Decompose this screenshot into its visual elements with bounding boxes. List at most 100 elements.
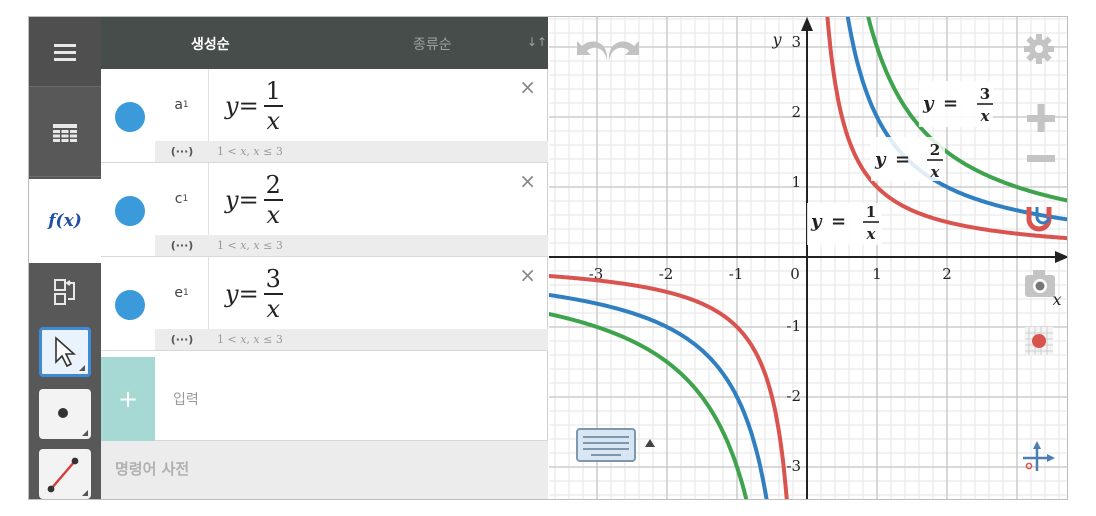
tool-menu-indicator (82, 430, 88, 436)
input-placeholder[interactable]: 입력 (173, 392, 199, 408)
condition-row: (···) 1 < 𝑥, 𝑥 ≤ 3 (155, 141, 548, 162)
curve-1-over-x-branch-2[interactable] (825, 17, 1068, 241)
svg-text:y: y (810, 211, 823, 232)
fraction: 1 x (263, 79, 284, 133)
axes (549, 17, 1067, 499)
point-tool[interactable] (39, 389, 91, 439)
visibility-toggle[interactable] (115, 102, 145, 132)
minor-grid (549, 17, 1067, 499)
tick-labels: -3 -2 -1 0 1 2 3 2 1 -1 -2 -3 x y (589, 30, 1062, 475)
fx-icon: f(x) (48, 211, 82, 231)
condition-text: 1 < 𝑥, 𝑥 ≤ 3 (217, 145, 283, 158)
zoom-in-icon[interactable] (1027, 104, 1055, 132)
sort-by-creation-tab[interactable]: 생성순 (191, 37, 230, 53)
command-dictionary-bar[interactable]: 명령어 사전 (101, 441, 548, 499)
panel-header: 생성순 종류순 ↓↑ (101, 17, 548, 69)
condition-row: (···) 1 < 𝑥, 𝑥 ≤ 3 (155, 329, 548, 350)
curve-3-over-x-branch-1[interactable] (542, 311, 751, 500)
delete-icon[interactable]: × (519, 263, 536, 287)
svg-text:=: = (831, 211, 846, 232)
tool-menu-indicator (79, 365, 85, 371)
x-tick-label: 1 (872, 265, 882, 283)
svg-text:=: = (943, 93, 958, 114)
sort-icon[interactable]: ↓↑ (527, 35, 548, 49)
keyboard-icon[interactable] (576, 428, 655, 462)
condition-text: 1 < 𝑥, 𝑥 ≤ 3 (217, 333, 283, 346)
more-options-icon[interactable]: (···) (170, 239, 194, 252)
add-input-button[interactable]: + (101, 357, 155, 441)
formula[interactable]: y = 1 x (225, 73, 284, 139)
curve-1-over-x-branch-1[interactable] (542, 273, 789, 500)
segment-tool[interactable] (39, 449, 91, 499)
y-tick-label: -3 (786, 457, 801, 475)
graph-canvas[interactable]: -3 -2 -1 0 1 2 3 2 1 -1 -2 -3 x y y = (542, 17, 1068, 500)
svg-text:y: y (874, 149, 887, 170)
curve-3-over-x-branch-2[interactable] (864, 17, 1068, 203)
visibility-toggle[interactable] (115, 196, 145, 226)
svg-text:x: x (980, 107, 991, 125)
condition-text: 1 < 𝑥, 𝑥 ≤ 3 (217, 239, 283, 252)
left-toolbar: f(x) (29, 17, 101, 499)
menu-button[interactable] (29, 17, 101, 87)
construction-steps-button[interactable] (29, 263, 101, 321)
point-icon (58, 408, 68, 418)
svg-text:3: 3 (980, 85, 990, 103)
formula[interactable]: y = 2 x (225, 167, 284, 233)
cursor-arrow-icon (55, 336, 77, 368)
command-dictionary-label: 명령어 사전 (115, 460, 190, 478)
algebra-view-button[interactable]: f(x) (29, 179, 101, 263)
construction-steps-icon (54, 279, 75, 305)
curve-label-2: y = 2 x (871, 137, 945, 181)
undo-icon[interactable] (577, 41, 608, 61)
delete-icon[interactable]: × (519, 75, 536, 99)
fraction: 2 x (263, 173, 284, 227)
visibility-toggle[interactable] (115, 290, 145, 320)
move-view-icon[interactable] (1023, 441, 1055, 471)
formula[interactable]: y = 3 x (225, 261, 284, 327)
curve-2-over-x-branch-1[interactable] (542, 292, 770, 500)
point-capture-icon[interactable] (1025, 327, 1053, 355)
y-tick-label: 2 (791, 103, 801, 121)
y-axis-label: y (771, 30, 782, 49)
x-axis-arrow (1055, 251, 1067, 263)
condition-row: (···) 1 < 𝑥, 𝑥 ≤ 3 (155, 235, 548, 256)
table-view-button[interactable] (29, 89, 101, 177)
x-tick-label: 2 (942, 265, 952, 283)
curve-label-1: y = 1 x (807, 203, 881, 245)
camera-icon[interactable] (1025, 270, 1055, 297)
snap-magnet-icon[interactable] (1026, 207, 1052, 232)
svg-text:2: 2 (930, 141, 940, 159)
svg-text:y: y (922, 93, 935, 114)
x-tick-label: -1 (729, 265, 744, 283)
y-tick-label: 1 (791, 173, 801, 191)
y-tick-label: 3 (791, 33, 801, 51)
geogebra-app: f(x) (28, 16, 1068, 500)
redo-icon[interactable] (608, 41, 639, 61)
x-axis-label: x (1052, 290, 1061, 309)
x-tick-label: 0 (790, 265, 800, 283)
segment-icon (47, 457, 79, 493)
graphics-view[interactable]: -3 -2 -1 0 1 2 3 2 1 -1 -2 -3 x y y = (542, 17, 1068, 500)
gear-icon[interactable] (1024, 34, 1054, 64)
y-axis-arrow (801, 17, 813, 31)
curve-label-3: y = 3 x (919, 81, 993, 127)
more-options-icon[interactable]: (···) (170, 145, 194, 158)
y-tick-label: -2 (786, 387, 801, 405)
more-options-icon[interactable]: (···) (170, 333, 194, 346)
tool-menu-indicator (82, 490, 88, 496)
hamburger-icon (54, 43, 76, 61)
sort-by-type-tab[interactable]: 종류순 (413, 37, 452, 53)
move-tool[interactable] (39, 327, 91, 377)
svg-text:=: = (895, 149, 910, 170)
delete-icon[interactable]: × (519, 169, 536, 193)
y-tick-label: -1 (786, 317, 801, 335)
input-row[interactable]: + 입력 (101, 357, 548, 441)
zoom-out-icon[interactable] (1027, 155, 1055, 162)
